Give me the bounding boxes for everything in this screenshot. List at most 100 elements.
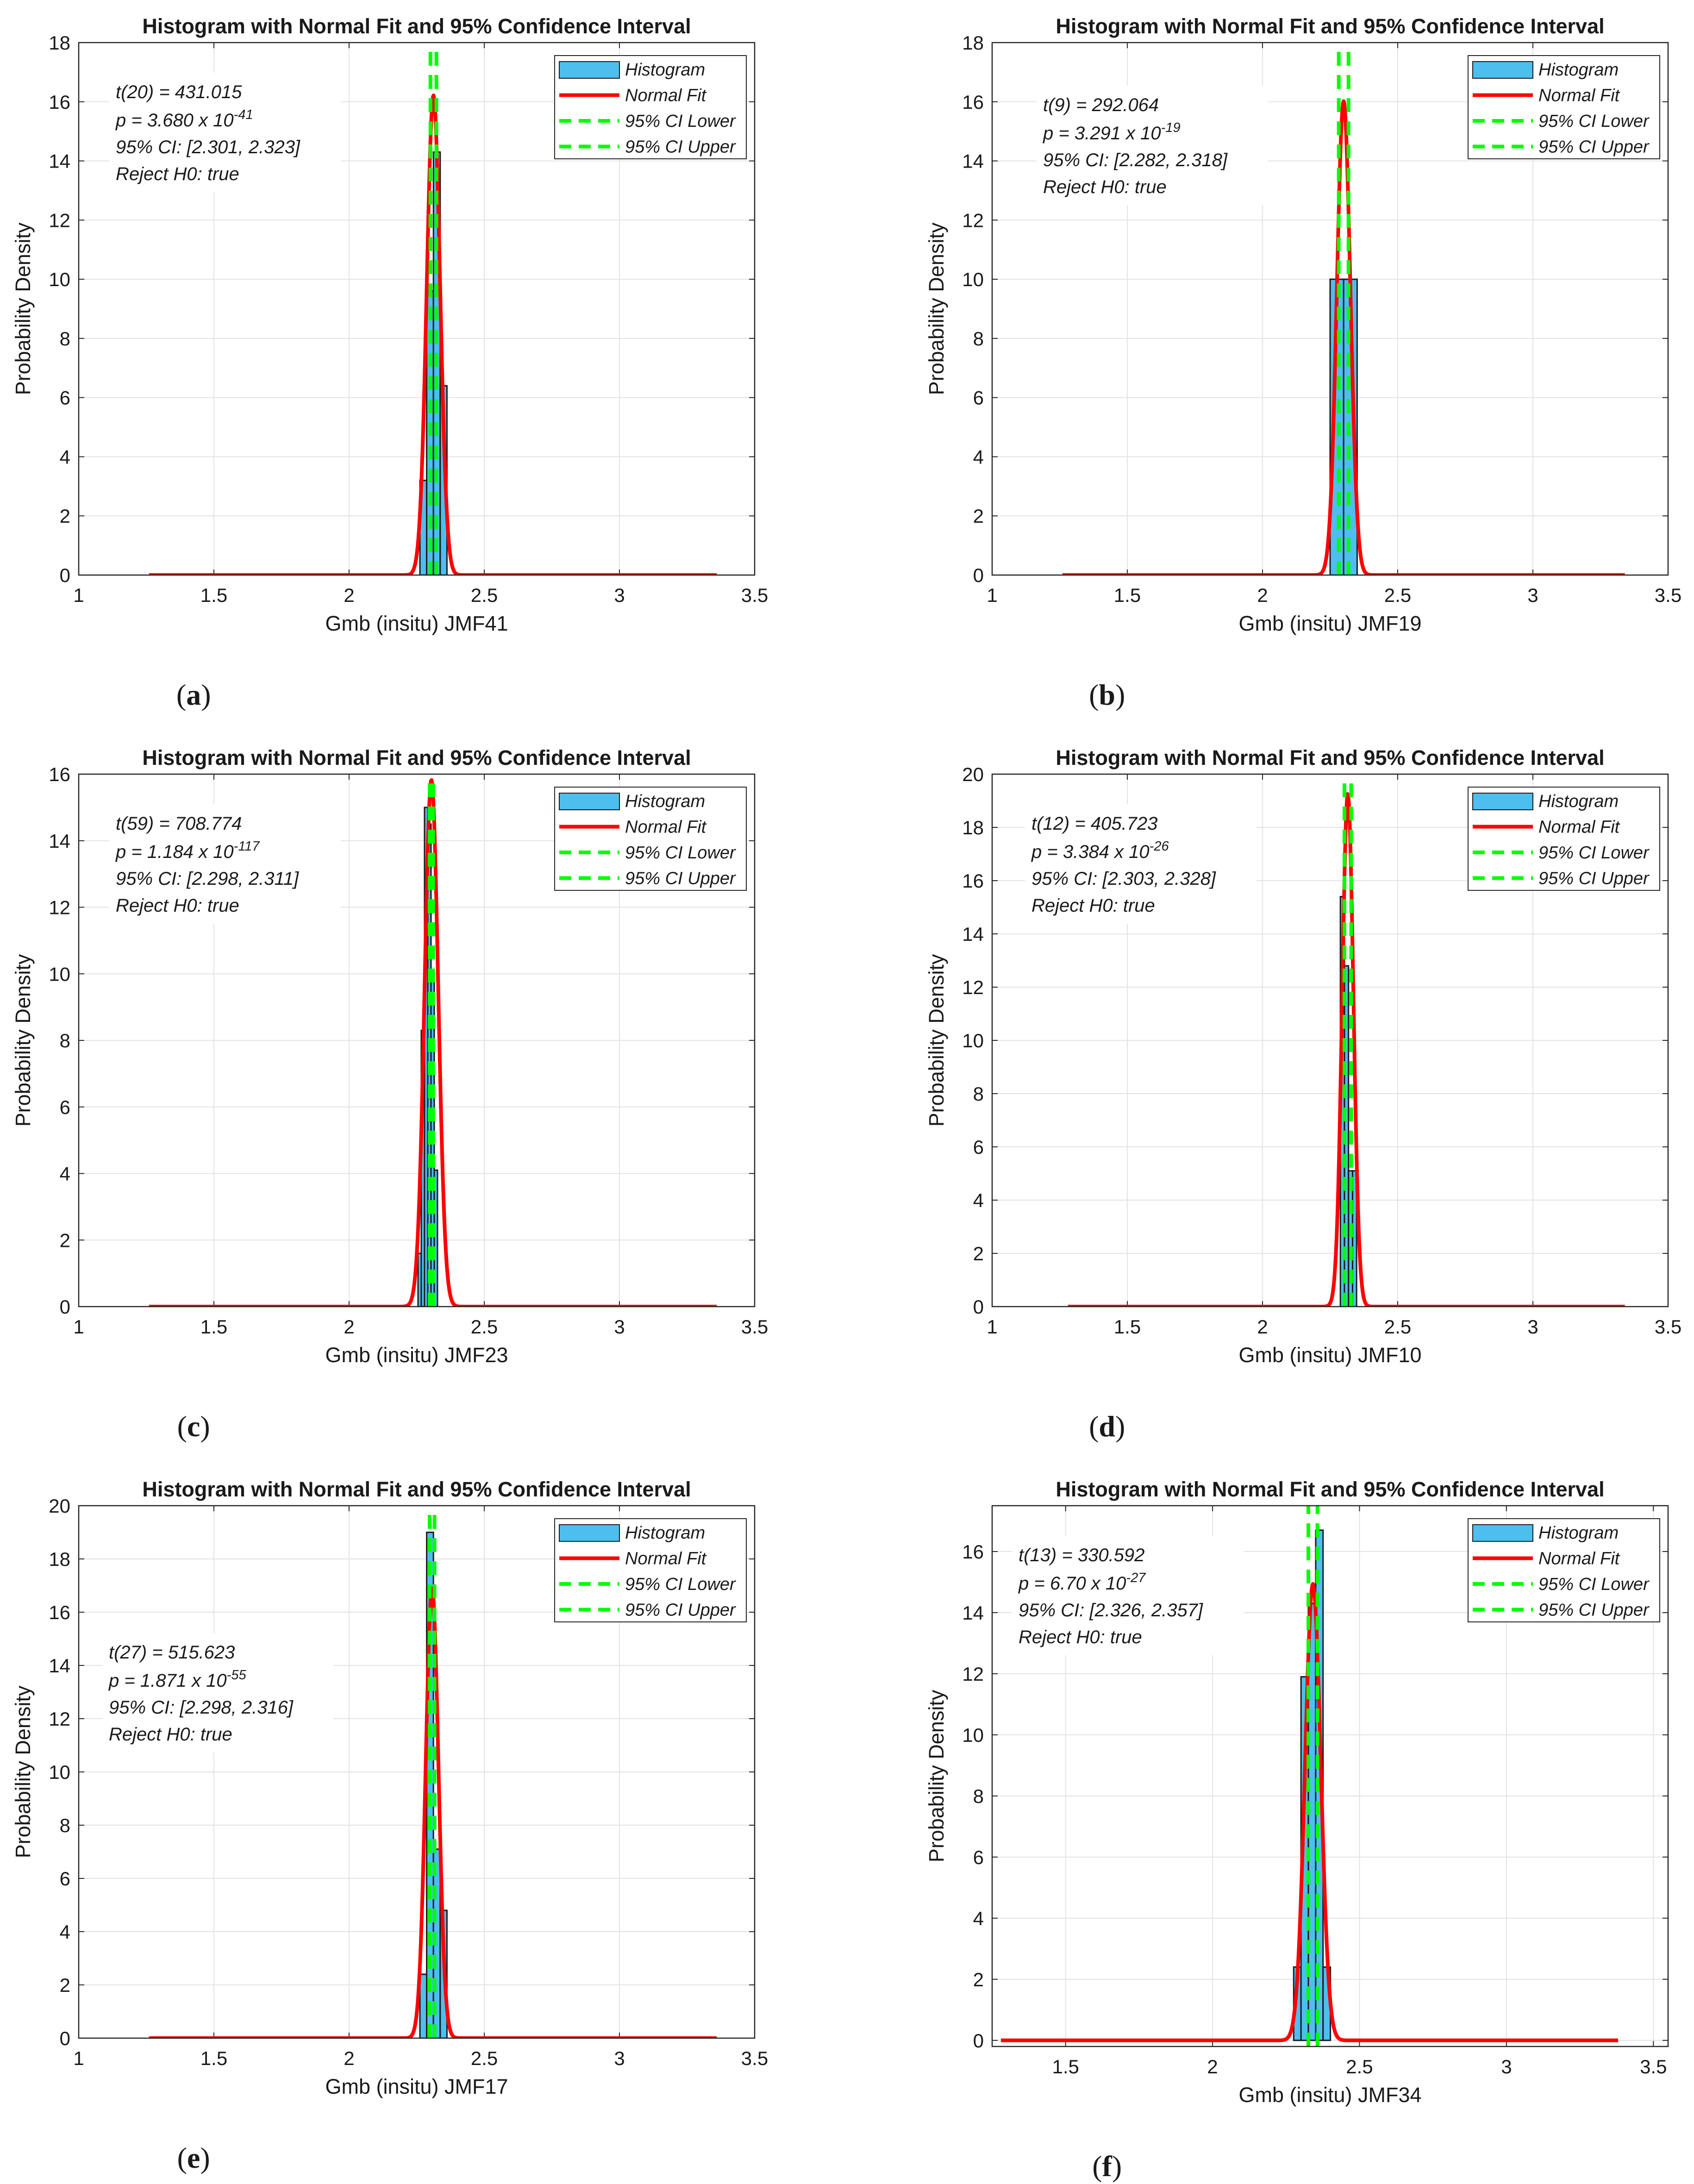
x-tick-label: 1.5: [200, 2047, 227, 2069]
panel-a: 1 1.5 2 2.5 3 3.5 0 2 4 6 8 10 12 14 16 18 Histogram wit…: [11, 14, 768, 711]
annotation-ci: 95% CI: [2.326, 2.357]: [1019, 1600, 1203, 1621]
panel-caption-close: ): [200, 1410, 210, 1443]
annotation-p-value: p = 3.384 x 10-26: [1031, 839, 1169, 862]
plot-border: [78, 773, 756, 1308]
annotation-p-exponent: -26: [1150, 839, 1169, 854]
annotation-background: [109, 73, 341, 192]
annotation-ci: 95% CI: [2.298, 2.311]: [116, 869, 299, 889]
annotation-p-prefix: p = 1.871 x 10: [108, 1671, 227, 1691]
annotation-ci: 95% CI: [2.303, 2.328]: [1031, 869, 1216, 889]
legend-entry-label: Histogram: [1538, 1523, 1619, 1543]
y-tick-label: 6: [60, 1096, 70, 1118]
y-tick-label: 0: [973, 2030, 984, 2052]
x-tick-label: 1.5: [1114, 584, 1141, 606]
annotation-reject: Reject H0: true: [116, 895, 239, 916]
x-tick-label: 2.5: [1384, 584, 1411, 606]
histogram-bar: [1351, 1170, 1357, 1307]
y-tick-label: 18: [49, 32, 70, 54]
histogram-bar: [419, 1973, 428, 2038]
x-tick-label: 3.5: [741, 584, 768, 606]
legend-entry-label: 95% CI Lower: [1538, 112, 1650, 131]
y-tick-label: 10: [49, 1761, 70, 1783]
annotation-p-value: p = 1.184 x 10-117: [115, 839, 260, 862]
panel-b: 1 1.5 2 2.5 3 3.5 0 2 4 6 8 10 12 14 16 18 Histogram wit…: [925, 14, 1681, 711]
y-tick-label: 14: [962, 923, 984, 945]
annotation-p-exponent: -117: [234, 839, 261, 854]
y-axis-label: Probability Density: [11, 954, 35, 1126]
x-tick-label: 3: [1501, 2056, 1512, 2078]
y-tick-label: 10: [962, 269, 984, 290]
legend-entry-label: Histogram: [625, 60, 705, 80]
panel-caption-close: ): [200, 2141, 210, 2174]
y-tick-label: 14: [49, 830, 70, 852]
legend-swatch-histogram: [1472, 1524, 1533, 1542]
y-tick-label: 2: [60, 1974, 70, 1996]
annotation-p-value: p = 3.680 x 10-41: [115, 107, 253, 131]
legend-entry-label: 95% CI Lower: [1538, 843, 1650, 863]
y-tick-label: 16: [962, 1541, 984, 1563]
x-tick-label: 2: [1207, 2056, 1218, 2078]
y-tick-label: 0: [60, 1296, 70, 1318]
y-tick-label: 2: [973, 505, 984, 527]
y-tick-label: 4: [973, 446, 984, 468]
y-tick-label: 4: [973, 1189, 984, 1211]
y-tick-label: 6: [973, 387, 984, 409]
x-tick-label: 3.5: [1655, 584, 1681, 606]
x-tick-label: 2: [344, 584, 354, 606]
chart-title: Histogram with Normal Fit and 95% Confid…: [142, 1477, 691, 1501]
plot-border: [991, 1505, 1669, 2047]
y-tick-label: 10: [962, 1030, 984, 1051]
y-tick-label: 8: [60, 1815, 70, 1836]
y-tick-label: 16: [49, 763, 70, 785]
x-tick-label: 2.5: [471, 584, 498, 606]
y-tick-label: 12: [962, 209, 984, 231]
normal-fit-line: [1066, 792, 1626, 1307]
plot-border: [78, 42, 756, 576]
panel-caption: (b): [1089, 678, 1125, 711]
x-tick-label: 3: [614, 2047, 625, 2069]
y-tick-label: 2: [60, 1229, 70, 1251]
panel-caption-letter: b: [1099, 678, 1115, 711]
x-tick-label: 3: [1527, 584, 1538, 606]
legend-swatch-histogram: [559, 1524, 620, 1542]
legend-entry-label: 95% CI Lower: [625, 112, 736, 131]
y-tick-label: 4: [60, 446, 70, 468]
legend-entry-label: 95% CI Upper: [1538, 138, 1650, 157]
x-tick-label: 2: [344, 1316, 354, 1338]
y-tick-label: 14: [49, 150, 70, 172]
legend-swatch-histogram: [1472, 793, 1533, 810]
annotation-t-stat: t(59) = 708.774: [116, 814, 242, 834]
annotation-t-stat: t(27) = 515.623: [109, 1642, 235, 1663]
x-tick-label: 1: [73, 2047, 84, 2069]
legend-entry-label: 95% CI Upper: [1538, 1601, 1650, 1620]
panel-caption: (f): [1092, 2150, 1122, 2183]
panel-f: 1.5 2 2.5 3 3.5 0 2 4 6 8 10 12 14 16 Histogram with N…: [925, 1477, 1669, 2183]
legend-swatch-histogram: [559, 61, 620, 79]
annotation-p-prefix: p = 3.291 x 10: [1043, 123, 1161, 144]
annotation-p-exponent: -41: [234, 107, 253, 122]
x-tick-label: 2.5: [471, 2047, 498, 2069]
legend-swatch-histogram: [1472, 61, 1533, 79]
legend: Histogram Normal Fit 95% CI Lower 95% CI Up…: [554, 55, 747, 159]
y-tick-label: 14: [962, 1602, 984, 1624]
y-tick-label: 4: [60, 1163, 70, 1185]
panel-caption: (d): [1089, 1410, 1125, 1443]
panel-caption-open: (: [177, 2141, 187, 2174]
plot-border: [991, 42, 1669, 576]
x-tick-label: 3.5: [741, 1316, 768, 1338]
panel-e: 1 1.5 2 2.5 3 3.5 0 2 4 6 8 10 12 14 16 18 20 Histogram w…: [11, 1477, 768, 2174]
annotation-background: [1037, 86, 1268, 205]
x-tick-label: 1.5: [200, 584, 227, 606]
y-tick-label: 6: [60, 1868, 70, 1890]
x-tick-label: 2.5: [1384, 1316, 1411, 1338]
annotation-background: [1025, 804, 1256, 924]
legend: Histogram Normal Fit 95% CI Lower 95% CI Up…: [1468, 787, 1660, 891]
y-tick-label: 2: [60, 505, 70, 527]
y-tick-label: 8: [60, 1030, 70, 1051]
x-tick-label: 3.5: [1640, 2056, 1667, 2078]
y-tick-label: 0: [60, 564, 70, 586]
annotation-t-stat: t(12) = 405.723: [1031, 814, 1157, 834]
chart-title: Histogram with Normal Fit and 95% Confid…: [1056, 746, 1604, 770]
y-tick-label: 20: [49, 1495, 70, 1517]
panel-caption-open: (: [176, 678, 186, 711]
